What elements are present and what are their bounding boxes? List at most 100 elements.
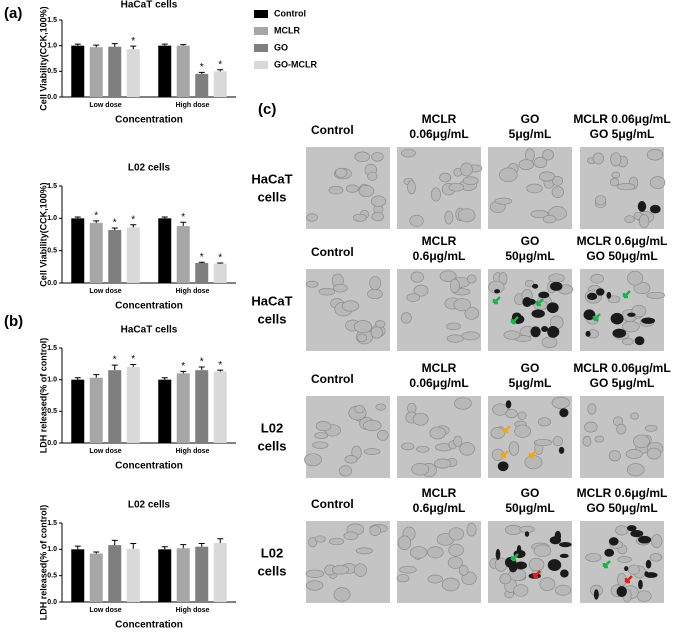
cell — [363, 448, 381, 455]
arrow — [602, 560, 611, 569]
x-axis-label: Concentration — [115, 115, 183, 126]
go-aggregate — [524, 531, 530, 537]
error-bar — [180, 221, 187, 227]
error-bar — [130, 363, 137, 367]
cell — [375, 403, 386, 411]
error-bar — [111, 364, 118, 371]
cell — [411, 463, 430, 476]
error-bar — [217, 369, 224, 372]
cell — [448, 182, 465, 192]
y-tick-label: 1.0 — [47, 43, 57, 50]
bar — [126, 49, 140, 97]
column-header: GO 50μg/mL — [586, 249, 657, 263]
cell — [542, 149, 554, 161]
y-tick-label: 0.5 — [47, 68, 57, 75]
cell — [611, 171, 621, 179]
error-bar — [180, 544, 187, 549]
cell — [344, 455, 358, 464]
go-aggregate — [634, 336, 645, 346]
cell — [356, 333, 368, 343]
cell — [400, 312, 412, 324]
column-header: GO — [521, 234, 540, 248]
go-aggregate — [547, 559, 562, 571]
cell — [314, 535, 326, 543]
cell — [416, 445, 430, 453]
arrow — [500, 450, 509, 459]
x-tick-label: High dose — [176, 607, 210, 614]
row-label: L02 — [261, 545, 283, 560]
cell — [467, 274, 477, 284]
cell — [627, 564, 640, 575]
significance-mark: * — [113, 355, 117, 366]
cell — [514, 424, 531, 438]
bar — [126, 227, 140, 283]
cell — [399, 565, 417, 574]
cell — [592, 152, 604, 165]
micrograph — [488, 396, 572, 478]
error-bar — [217, 538, 224, 544]
significance-mark: * — [218, 360, 222, 371]
cell — [621, 338, 634, 346]
x-axis-label: Concentration — [115, 301, 183, 312]
cell — [458, 564, 469, 576]
y-tick-label: 0.0 — [47, 280, 57, 287]
y-axis-label: Cell Viability(CCK,100%) — [38, 6, 48, 110]
bar — [89, 553, 103, 602]
cell — [594, 195, 607, 206]
column-header: GO 50μg/mL — [586, 501, 657, 515]
cell — [503, 330, 521, 340]
cell — [352, 213, 367, 222]
error-bar — [111, 227, 118, 230]
y-tick-label: 0.5 — [47, 408, 57, 415]
y-tick-label: 1.0 — [47, 377, 57, 384]
cell — [401, 442, 415, 451]
column-header: 0.06μg/mL — [409, 376, 468, 390]
legend-label: MCLR — [274, 25, 300, 35]
bar — [213, 263, 227, 283]
go-aggregate — [645, 559, 652, 569]
cell — [646, 149, 664, 161]
go-aggregate — [638, 579, 643, 590]
column-header: 50μg/mL — [505, 249, 554, 263]
cell — [541, 336, 558, 349]
column-header: Control — [311, 372, 354, 386]
cell — [617, 556, 632, 563]
legend-label: GO-MCLR — [274, 59, 317, 69]
cell — [453, 298, 471, 312]
column-header: GO 5μg/mL — [590, 127, 655, 141]
bar — [71, 379, 85, 443]
cell — [633, 281, 651, 295]
cell — [305, 280, 319, 288]
y-tick-label: 1.5 — [47, 183, 57, 190]
significance-mark: * — [200, 62, 204, 73]
cell — [429, 426, 446, 440]
error-bar — [111, 539, 118, 546]
cell — [528, 557, 545, 572]
y-axis-label: Cell Viability(CCK,100%) — [38, 182, 48, 286]
chart-title: L02 cells — [128, 500, 171, 511]
cell — [542, 215, 557, 224]
x-axis-label: Concentration — [115, 461, 183, 472]
cell — [499, 573, 512, 585]
cell — [369, 525, 381, 536]
error-bar — [180, 44, 187, 46]
go-aggregate — [553, 327, 560, 337]
cell — [624, 215, 635, 224]
bar — [176, 45, 190, 97]
cell — [374, 320, 386, 328]
cell — [649, 176, 666, 190]
bar — [108, 229, 122, 283]
micrograph — [306, 147, 390, 229]
cell — [413, 284, 429, 297]
cell — [492, 403, 509, 416]
cell — [369, 276, 382, 291]
cell — [464, 306, 480, 320]
error-bar — [93, 551, 100, 554]
column-header: 5μg/mL — [509, 376, 552, 390]
cell — [538, 171, 555, 182]
bar — [89, 222, 103, 283]
bar — [213, 543, 227, 602]
cell — [533, 438, 552, 447]
column-header: 0.6μg/mL — [413, 249, 466, 263]
cell — [630, 412, 640, 420]
